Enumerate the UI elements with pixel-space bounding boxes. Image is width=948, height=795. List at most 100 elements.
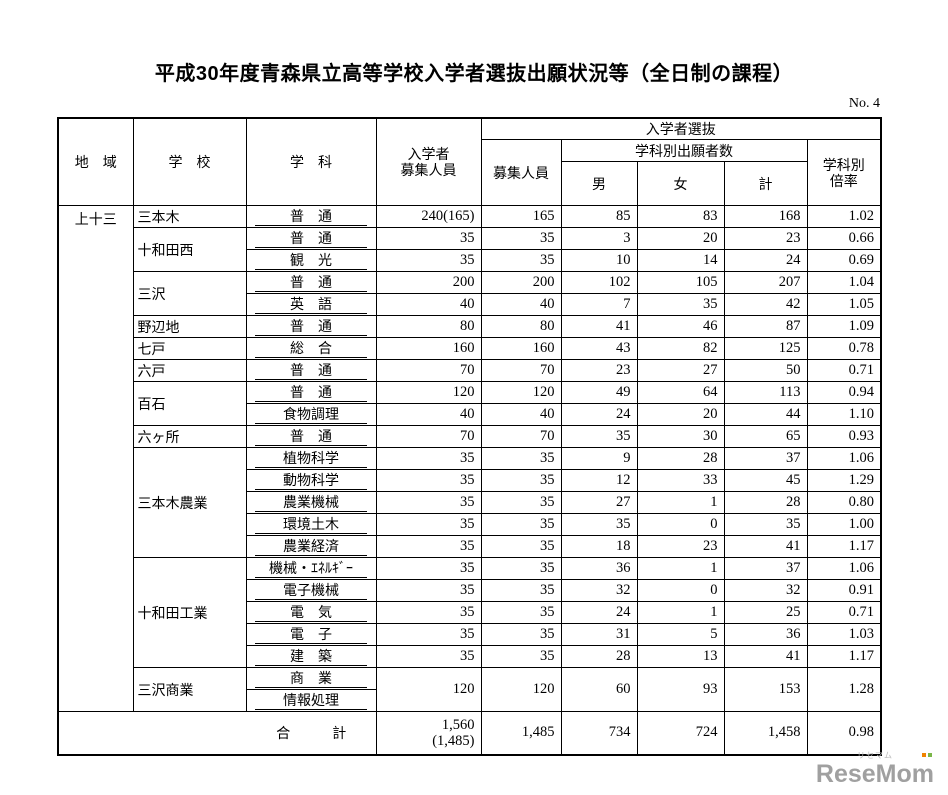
male-cell: 23 (560, 359, 638, 382)
table-row: 三沢商業 商 業 120 120 60 93 153 1.28 (58, 667, 882, 712)
female-cell: 82 (636, 337, 725, 360)
header-department: 学 科 (245, 117, 377, 206)
capacity-cell: 70 (375, 425, 482, 448)
male-cell: 24 (560, 601, 638, 624)
resemom-logo: リセマム ReseMom (816, 751, 934, 787)
table-row: 百石 普 通 120 120 49 64 113 0.94 (58, 381, 882, 426)
dept-cell: 農業経済 (245, 535, 377, 558)
ratio-cell: 0.71 (806, 359, 882, 382)
male-cell: 7 (560, 293, 638, 316)
dept-label: 動物科学 (255, 471, 367, 490)
male-cell: 9 (560, 447, 638, 470)
ratio-cell: 0.78 (806, 337, 882, 360)
dept-cell: 普 通 (245, 205, 377, 228)
header-female: 女 (636, 161, 725, 206)
table-row: 三沢 普 通 200 200 102 105 207 1.04 (58, 271, 882, 316)
male-cell: 18 (560, 535, 638, 558)
header-selection: 入学者選抜 (480, 117, 882, 140)
capacity-cell: 240(165) (375, 205, 482, 228)
ratio-cell: 1.00 (806, 513, 882, 536)
dept-label: 環境土木 (255, 515, 367, 534)
capacity-cell: 35 (375, 447, 482, 470)
recruit-cell: 35 (480, 579, 562, 602)
capacity-cell: 35 (375, 601, 482, 624)
header-row-3: 男 女 計 (58, 161, 881, 206)
recruit-cell: 70 (480, 425, 562, 448)
total-label-cell: 合 計 (57, 711, 377, 755)
resemom-wordmark: ReseMom (815, 760, 934, 788)
dept-cell: 英 語 (245, 293, 377, 316)
ratio-cell: 1.09 (806, 315, 882, 338)
dept-label: 機械・ｴﾈﾙｷﾞｰ (255, 559, 367, 578)
table-row: 七戸 総 合 160 160 43 82 125 0.78 (58, 337, 882, 360)
capacity-cell: 35 (375, 579, 482, 602)
total-row: 合 計 1,560 (1,485) 1,485 734 724 1,458 0.… (57, 711, 882, 755)
dept-cell: 普 通 (245, 359, 377, 382)
male-cell: 734 (560, 711, 638, 755)
recruit-cell: 35 (480, 535, 562, 558)
dept-cell: 食物調理 (245, 403, 377, 426)
capacity-cell: 35 (375, 557, 482, 580)
capacity-cell: 120 (375, 667, 482, 712)
recruit-cell: 35 (480, 623, 562, 646)
dept-label: 商 業 (255, 669, 367, 688)
capacity-cell: 200 (375, 271, 482, 294)
table-row: 情報処理 (58, 689, 881, 712)
capacity-cell: 35 (375, 535, 482, 558)
capacity-cell: 35 (375, 227, 482, 250)
capacity-cell: 35 (375, 513, 482, 536)
ratio-cell: 1.06 (806, 557, 882, 580)
header-row-2: 募集人員 学科別出願者数 学科別 倍率 (58, 139, 882, 206)
logo-accent-orange-icon (922, 753, 926, 757)
total-cell: 87 (723, 315, 808, 338)
recruit-cell: 35 (480, 469, 562, 492)
region-cell: 上十三 (57, 205, 134, 712)
recruit-cell: 35 (480, 645, 562, 668)
total-cell: 125 (723, 337, 808, 360)
dept-cell: 植物科学 (245, 447, 377, 470)
dept-cell: 総 合 (245, 337, 377, 360)
female-cell: 83 (636, 205, 725, 228)
page-title: 平成30年度青森県立高等学校入学者選抜出願状況等（全日制の課程） (154, 63, 794, 85)
school-cell: 三沢 (132, 271, 247, 316)
school-cell: 十和田工業 (132, 557, 247, 668)
dept-label: 建 築 (255, 647, 367, 666)
total-cell: 23 (723, 227, 808, 250)
dept-label: 普 通 (255, 427, 367, 446)
header-ratio: 学科別 倍率 (806, 139, 882, 206)
dept-cell: 商 業 (245, 667, 377, 690)
ratio-cell: 0.80 (806, 491, 882, 514)
dept-label: 情報処理 (255, 691, 367, 710)
dept-label: 普 通 (255, 361, 367, 380)
school-cell: 六ヶ所 (132, 425, 247, 448)
table-row: 食物調理 40 40 24 20 44 1.10 (58, 403, 882, 426)
table-row: 農業経済 35 35 18 23 41 1.17 (58, 535, 882, 558)
header-school: 学 校 (132, 117, 247, 206)
capacity-cell: 40 (375, 403, 482, 426)
female-cell: 105 (636, 271, 725, 294)
dept-label: 普 通 (255, 229, 367, 248)
male-cell: 24 (560, 403, 638, 426)
male-cell: 43 (560, 337, 638, 360)
recruit-cell: 70 (480, 359, 562, 382)
total-cell: 41 (723, 535, 808, 558)
recruit-cell: 35 (480, 447, 562, 470)
total-cell: 28 (723, 491, 808, 514)
dept-cell: 農業機械 (245, 491, 377, 514)
female-cell: 14 (636, 249, 725, 272)
female-cell: 35 (636, 293, 725, 316)
female-cell: 724 (636, 711, 725, 755)
recruit-cell: 200 (480, 271, 562, 294)
dept-label: 普 通 (255, 317, 367, 336)
ratio-cell: 0.94 (806, 381, 882, 404)
table-row: 電 子 35 35 31 5 36 1.03 (58, 623, 882, 646)
ratio-cell: 0.91 (806, 579, 882, 602)
header-recruit: 募集人員 (480, 139, 562, 206)
application-status-table: 地 域 学 校 学 科 入学者 募集人員 入学者選抜 募集人員 学科別出願者数 … (57, 117, 883, 756)
male-cell: 102 (560, 271, 638, 294)
school-cell: 野辺地 (132, 315, 247, 338)
male-cell: 41 (560, 315, 638, 338)
male-cell: 35 (560, 425, 638, 448)
resemom-kana-label: リセマム (856, 751, 893, 760)
